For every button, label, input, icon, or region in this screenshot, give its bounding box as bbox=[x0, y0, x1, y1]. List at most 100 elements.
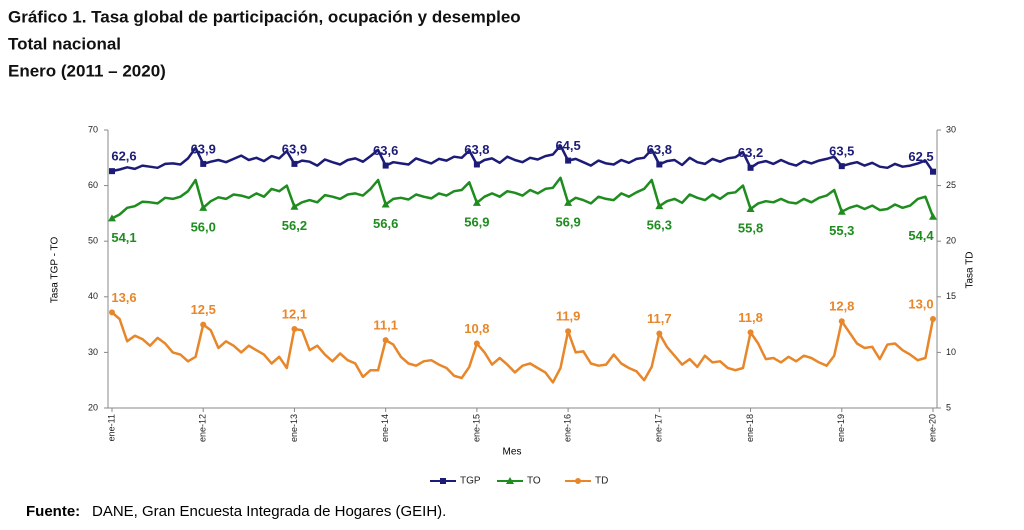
y2-tick-label: 25 bbox=[946, 180, 956, 190]
y-tick-label: 70 bbox=[88, 124, 98, 134]
value-label: 12,1 bbox=[282, 306, 307, 321]
source: DANE, Gran Encuesta Integrada de Hogares… bbox=[92, 503, 446, 520]
marker bbox=[930, 316, 936, 323]
value-label: 10,8 bbox=[464, 321, 489, 336]
value-label: 63,9 bbox=[191, 141, 216, 156]
value-label: 63,9 bbox=[282, 141, 307, 156]
source-label: Fuente: bbox=[26, 503, 80, 520]
y2-tick-label: 30 bbox=[946, 124, 956, 134]
y-tick-label: 20 bbox=[88, 402, 98, 412]
marker bbox=[381, 200, 390, 208]
y-tick-label: 30 bbox=[88, 347, 98, 357]
value-label: 13,0 bbox=[908, 296, 933, 311]
marker bbox=[108, 214, 116, 222]
x-tick-label: ene-13 bbox=[289, 414, 299, 442]
marker bbox=[199, 203, 208, 211]
marker bbox=[472, 198, 481, 206]
legend-label: TO bbox=[527, 476, 541, 487]
marker bbox=[746, 204, 755, 212]
value-label: 11,9 bbox=[556, 309, 581, 324]
series-line bbox=[111, 176, 935, 220]
marker bbox=[291, 326, 298, 333]
marker bbox=[382, 162, 389, 169]
marker bbox=[656, 330, 663, 337]
value-label: 63,8 bbox=[647, 142, 672, 157]
legend-marker bbox=[575, 478, 581, 484]
series-line bbox=[111, 311, 935, 384]
value-label: 54,4 bbox=[908, 228, 934, 243]
value-label: 12,8 bbox=[829, 299, 854, 314]
value-label: 56,2 bbox=[282, 218, 307, 233]
x-tick-label: ene-16 bbox=[562, 414, 572, 442]
marker bbox=[200, 160, 207, 167]
value-label: 56,9 bbox=[555, 214, 580, 229]
value-label: 62,6 bbox=[111, 149, 136, 164]
value-label: 11,8 bbox=[738, 310, 763, 325]
marker bbox=[290, 202, 299, 210]
value-label: 55,3 bbox=[829, 223, 854, 238]
value-label: 12,5 bbox=[191, 302, 216, 317]
value-label: 54,1 bbox=[111, 230, 136, 245]
x-tick-label: ene-19 bbox=[836, 414, 846, 442]
value-label: 63,6 bbox=[373, 143, 398, 158]
x-tick-label: ene-14 bbox=[380, 414, 390, 442]
value-label: 56,0 bbox=[191, 219, 216, 234]
legend-label: TGP bbox=[460, 476, 481, 487]
value-label: 56,6 bbox=[373, 216, 398, 231]
marker bbox=[655, 202, 664, 210]
x-tick-label: ene-15 bbox=[471, 414, 481, 442]
y-tick-label: 60 bbox=[88, 180, 98, 190]
value-label: 13,6 bbox=[111, 290, 136, 305]
x-tick-label: ene-17 bbox=[654, 414, 664, 442]
marker bbox=[382, 337, 389, 344]
legend-marker bbox=[506, 477, 514, 484]
y2-tick-label: 15 bbox=[946, 291, 956, 301]
x-tick-label: ene-11 bbox=[106, 414, 116, 441]
value-label: 62,5 bbox=[908, 149, 933, 164]
marker bbox=[930, 168, 936, 175]
marker bbox=[747, 164, 754, 171]
marker bbox=[109, 309, 115, 316]
x-axis-label: Mes bbox=[503, 447, 522, 458]
marker bbox=[200, 321, 207, 328]
legend-label: TD bbox=[595, 476, 608, 487]
marker bbox=[929, 212, 937, 220]
y2-tick-label: 10 bbox=[946, 347, 956, 357]
marker bbox=[565, 328, 572, 335]
value-label: 56,9 bbox=[464, 214, 489, 229]
chart-period: Enero (2011 – 2020) bbox=[8, 61, 166, 80]
series-line bbox=[111, 144, 935, 173]
marker bbox=[473, 340, 480, 347]
marker bbox=[747, 329, 754, 336]
marker bbox=[656, 161, 663, 168]
value-label: 63,5 bbox=[829, 144, 854, 159]
y-tick-label: 50 bbox=[88, 236, 98, 246]
x-tick-label: ene-12 bbox=[198, 414, 208, 442]
marker bbox=[564, 198, 573, 206]
y2-tick-label: 5 bbox=[946, 402, 951, 412]
y-axis-label: Tasa TGP - TO bbox=[50, 237, 61, 304]
chart-title: Gráfico 1. Tasa global de participación,… bbox=[8, 7, 521, 26]
value-label: 56,3 bbox=[647, 218, 672, 233]
marker bbox=[473, 161, 480, 168]
y2-tick-label: 20 bbox=[946, 236, 956, 246]
y-tick-label: 40 bbox=[88, 291, 98, 301]
legend-marker bbox=[440, 478, 446, 484]
marker bbox=[838, 318, 845, 325]
x-tick-label: ene-18 bbox=[745, 414, 755, 442]
marker bbox=[565, 157, 572, 164]
marker bbox=[109, 168, 115, 175]
marker bbox=[838, 163, 845, 170]
x-tick-label: ene-20 bbox=[927, 414, 937, 442]
value-label: 63,2 bbox=[738, 145, 763, 160]
y2-axis-label: Tasa TD bbox=[965, 251, 976, 288]
marker bbox=[837, 207, 846, 215]
value-label: 11,7 bbox=[647, 311, 672, 326]
chart-subtitle: Total nacional bbox=[8, 34, 121, 53]
value-label: 64,5 bbox=[555, 138, 580, 153]
value-label: 63,8 bbox=[464, 142, 489, 157]
marker bbox=[291, 160, 298, 167]
value-label: 11,1 bbox=[373, 318, 398, 333]
value-label: 55,8 bbox=[738, 220, 763, 235]
